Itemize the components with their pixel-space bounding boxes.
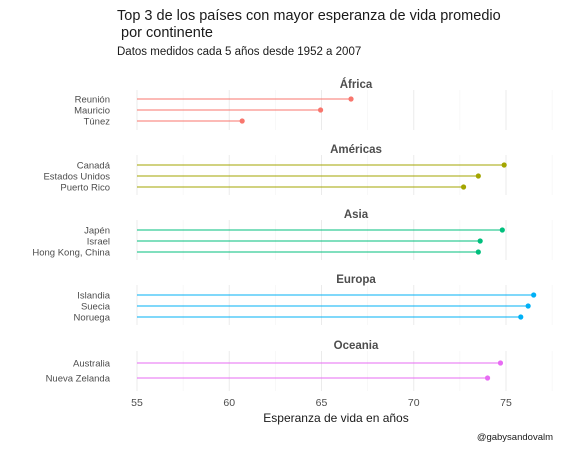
country-label: Nueva Zelanda [46,374,111,385]
x-tick-label: 65 [316,397,328,409]
lollipop-point [239,118,245,124]
chart-subtitle: Datos medidos cada 5 años desde 1952 a 2… [117,46,362,58]
lollipop-point [475,173,481,179]
lollipop-point [348,96,354,102]
lollipop-point [525,303,531,309]
x-axis-label: Esperanza de vida en años [263,411,408,425]
country-label: Israel [87,237,110,248]
facet-title: Europa [336,274,376,286]
country-label: Canadá [77,161,111,172]
x-axis: 55 60 65 70 75 [131,397,512,409]
country-label: Islandia [77,291,110,302]
country-label: Noruega [74,313,111,324]
lollipop-point [317,107,324,113]
chart-title: Top 3 de los países con mayor esperanza … [117,8,501,41]
x-tick-label: 60 [223,397,235,409]
country-label: Japén [84,226,110,237]
lollipop-point [518,314,524,320]
country-label: Suecia [81,302,111,313]
x-tick-label: 55 [131,397,143,409]
lollipop-point [531,292,537,298]
country-label: Túnez [84,117,111,128]
facet-title: África [340,78,373,91]
x-tick-label: 75 [500,397,512,409]
lollipop-point [499,227,505,233]
lollipop-point [477,238,483,244]
lollipop-point [460,184,467,190]
lollipop-point [484,375,491,381]
facet-4: Oceania Australia Nueva Zelanda [46,340,504,385]
x-tick-label: 70 [408,397,420,409]
facet-title: Américas [330,144,382,156]
lollipop-point [475,249,481,255]
facet-title: Oceania [334,340,379,352]
country-label: Hong Kong, China [32,248,110,259]
country-label: Mauricio [74,106,110,117]
grid-layer [136,90,553,391]
country-label: Australia [73,359,111,370]
lollipop-point [497,360,504,366]
country-label: Estados Unidos [43,172,110,183]
facet-title: Asia [344,209,369,221]
chart-caption: @gabysandovalm [476,432,553,443]
country-label: Reunión [75,95,110,106]
lollipop-point [501,162,507,168]
country-label: Puerto Rico [60,183,110,194]
